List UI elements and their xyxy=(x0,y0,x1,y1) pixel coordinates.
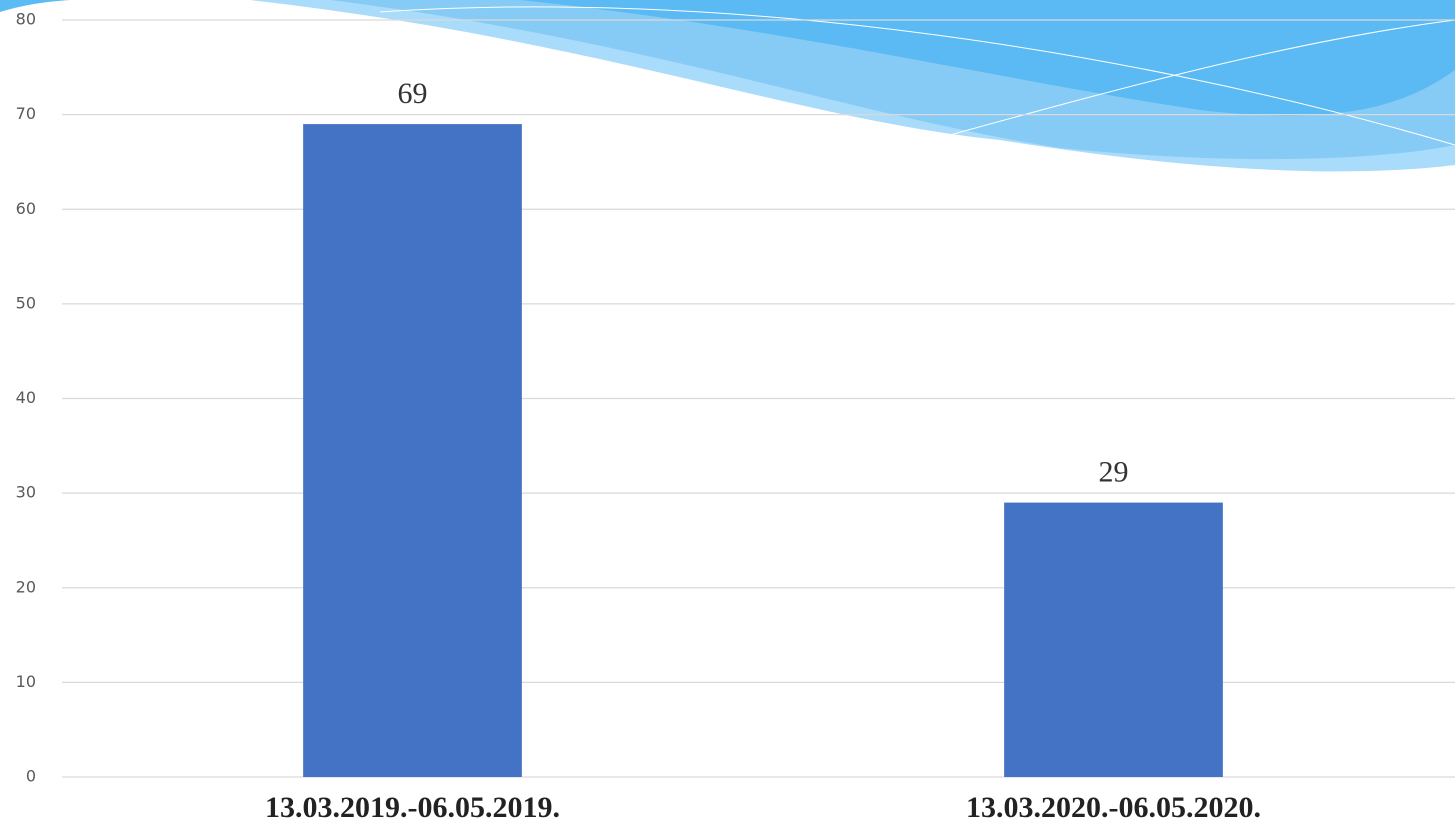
y-tick-label: 80 xyxy=(16,10,36,29)
y-tick-label: 50 xyxy=(16,293,36,312)
data-label: 29 xyxy=(1099,455,1129,488)
decorative-wave xyxy=(0,0,1455,172)
y-tick-label: 70 xyxy=(16,104,36,123)
y-tick-label: 10 xyxy=(16,672,36,691)
y-tick-label: 0 xyxy=(26,767,36,786)
y-tick-label: 40 xyxy=(16,388,36,407)
y-tick-label: 30 xyxy=(16,483,36,502)
x-tick-label: 13.03.2019.-06.05.2019. xyxy=(265,791,560,824)
y-tick-label: 60 xyxy=(16,199,36,218)
marks: 13.03.2019.-06.05.2019. 69 13.03.2020.-06.… xyxy=(265,77,1261,824)
bar xyxy=(1004,502,1223,777)
x-tick-label: 13.03.2020.-06.05.2020. xyxy=(966,791,1261,824)
y-tick-label: 20 xyxy=(16,577,36,596)
data-label: 69 xyxy=(398,77,428,110)
bar xyxy=(303,124,522,777)
